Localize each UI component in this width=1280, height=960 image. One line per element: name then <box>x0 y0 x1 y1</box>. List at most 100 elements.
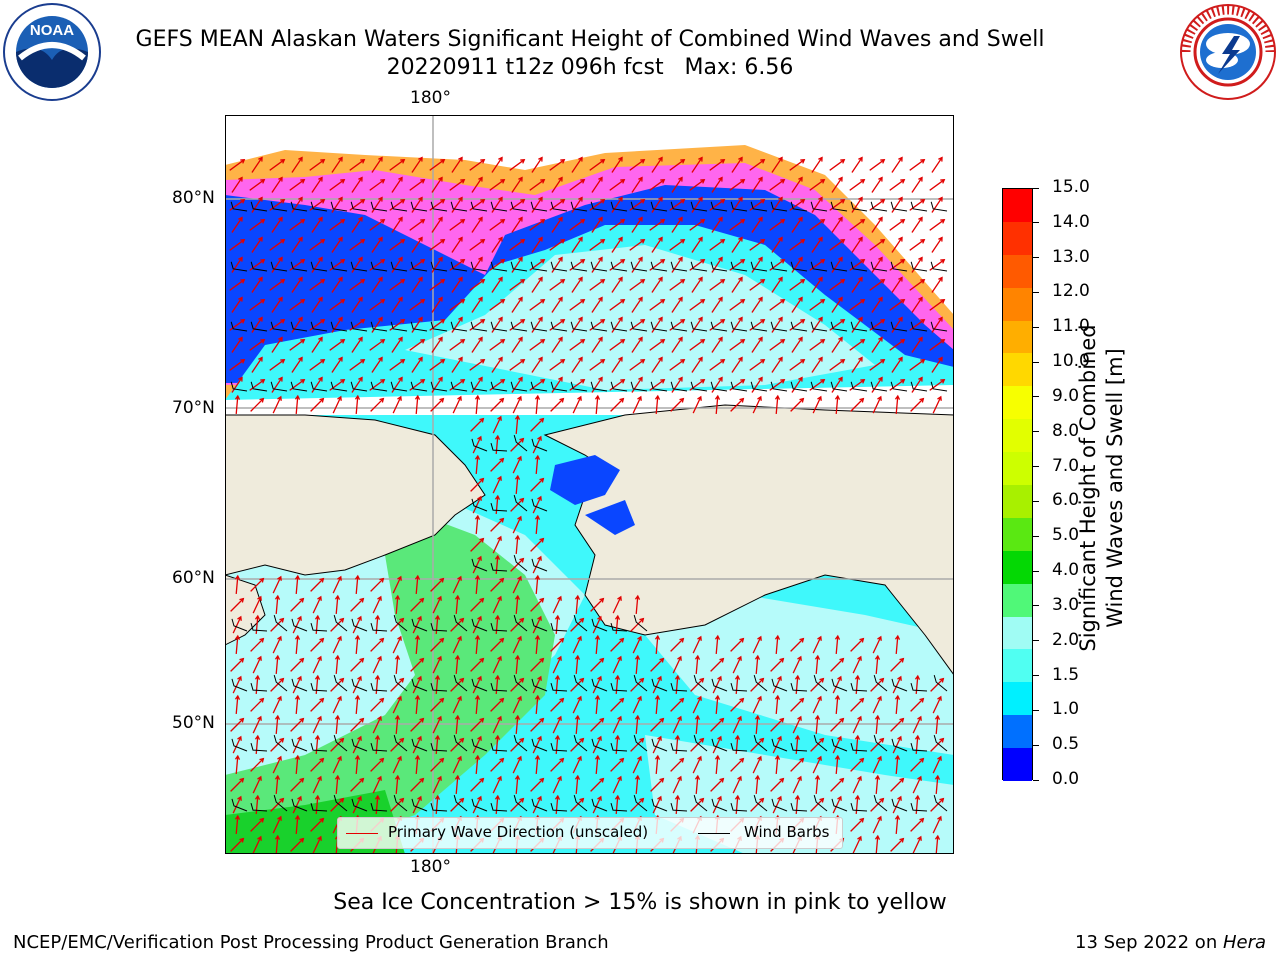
wave-direction-arrow <box>432 656 442 674</box>
wave-direction-arrow <box>355 635 359 655</box>
wave-direction-arrowhead <box>574 654 581 660</box>
wave-direction-arrow <box>530 598 544 612</box>
wind-barb <box>471 678 488 692</box>
colorbar-segment <box>1003 419 1032 453</box>
wave-direction-arrowhead <box>594 754 601 760</box>
wave-direction-arrowhead <box>894 754 901 760</box>
wave-direction-arrowhead <box>498 276 503 282</box>
wave-direction-arrow <box>915 735 919 755</box>
wave-direction-arrow <box>810 678 824 692</box>
wave-direction-arrow <box>235 815 239 835</box>
wave-direction-arrowhead <box>777 675 782 681</box>
wind-barb <box>670 261 688 272</box>
wave-direction-arrow <box>629 279 645 291</box>
wave-direction-arrow <box>630 798 644 812</box>
wind-barb <box>730 201 748 212</box>
wave-direction-arrowhead <box>278 296 283 302</box>
wave-direction-arrow <box>870 738 884 752</box>
wave-direction-arrow <box>535 755 539 775</box>
wave-direction-arrow <box>491 197 503 213</box>
wave-direction-arrowhead <box>574 774 581 780</box>
wave-direction-arrowhead <box>538 156 543 162</box>
wave-direction-arrowhead <box>577 635 582 641</box>
wind-barb <box>873 794 888 812</box>
wave-direction-arrow <box>515 595 519 615</box>
wave-direction-arrow <box>809 379 825 391</box>
wave-direction-arrow <box>889 339 905 351</box>
colorbar-tick-label: 2.0 <box>1052 629 1080 650</box>
wave-direction-arrow <box>812 636 822 654</box>
wave-direction-arrow <box>912 716 922 734</box>
wave-direction-arrowhead <box>418 156 423 162</box>
wave-direction-arrowhead <box>700 258 706 264</box>
wave-direction-arrow <box>630 678 644 692</box>
colorbar-tick-label: 4.0 <box>1052 560 1080 581</box>
wave-direction-arrowhead <box>420 298 426 304</box>
wave-direction-arrowhead <box>898 156 903 162</box>
wave-direction-arrow <box>712 736 722 754</box>
wave-direction-arrowhead <box>757 755 762 761</box>
wave-direction-arrowhead <box>559 637 565 643</box>
wind-barb <box>930 261 948 272</box>
wave-direction-arrowhead <box>657 795 662 801</box>
wave-direction-arrow <box>769 179 785 191</box>
colorbar <box>1002 188 1033 782</box>
wind-barb <box>370 381 388 392</box>
wave-direction-arrow <box>471 377 483 393</box>
wave-direction-arrow <box>235 575 239 595</box>
wave-direction-arrowhead <box>439 697 445 703</box>
wave-direction-arrow <box>650 658 664 672</box>
wave-direction-arrow <box>255 795 259 815</box>
wave-direction-arrowhead <box>780 178 786 184</box>
wind-barb <box>291 798 308 812</box>
wave-direction-arrowhead <box>799 697 805 703</box>
wave-direction-arrowhead <box>358 296 363 302</box>
wave-direction-arrow <box>329 219 345 231</box>
wave-direction-arrowhead <box>534 394 541 400</box>
wave-direction-arrow <box>810 738 824 752</box>
colorbar-tick-mark <box>1033 605 1039 607</box>
wind-barb <box>870 381 888 392</box>
wave-direction-arrow <box>352 616 362 634</box>
wave-direction-arrowhead <box>494 554 501 560</box>
wave-direction-arrow <box>511 217 523 233</box>
colorbar-tick-label: 0.5 <box>1052 734 1080 755</box>
wave-direction-arrowhead <box>559 397 565 403</box>
wave-direction-arrowhead <box>300 258 306 264</box>
wave-direction-arrowhead <box>900 178 906 184</box>
wave-direction-arrowhead <box>278 216 283 222</box>
wave-direction-arrow <box>550 758 564 772</box>
wave-direction-arrowhead <box>838 176 843 182</box>
wave-direction-arrowhead <box>474 394 481 400</box>
wave-direction-arrowhead <box>598 376 603 382</box>
wave-direction-arrow <box>870 798 884 812</box>
wave-direction-arrowhead <box>758 176 763 182</box>
wave-direction-arrowhead <box>340 218 346 224</box>
wind-barb <box>351 798 368 812</box>
wind-barb <box>730 261 748 272</box>
wave-direction-arrowhead <box>679 637 685 643</box>
wave-direction-arrow <box>511 297 523 313</box>
wave-direction-arrow <box>475 695 479 715</box>
wave-direction-arrowhead <box>399 677 405 683</box>
wind-barb <box>350 201 368 212</box>
wave-direction-arrow <box>935 775 939 795</box>
wave-direction-arrowhead <box>797 715 802 721</box>
wave-direction-arrow <box>295 575 299 595</box>
wind-barb <box>231 738 248 752</box>
wind-barb <box>450 381 468 392</box>
wave-direction-arrow <box>850 638 864 652</box>
wave-direction-arrowhead <box>778 196 783 202</box>
colorbar-tick-mark <box>1033 535 1039 537</box>
wave-direction-arrow <box>635 655 639 675</box>
wave-direction-arrow <box>252 776 262 794</box>
wave-direction-arrowhead <box>320 238 326 244</box>
wave-direction-arrowhead <box>857 835 862 841</box>
wave-direction-arrowhead <box>594 394 601 400</box>
wave-direction-arrowhead <box>818 156 823 162</box>
wind-barb <box>453 794 468 812</box>
wave-direction-arrowhead <box>859 397 865 403</box>
wave-direction-arrow <box>930 798 944 812</box>
wave-direction-arrow <box>491 357 503 373</box>
wave-direction-arrow <box>431 297 443 313</box>
